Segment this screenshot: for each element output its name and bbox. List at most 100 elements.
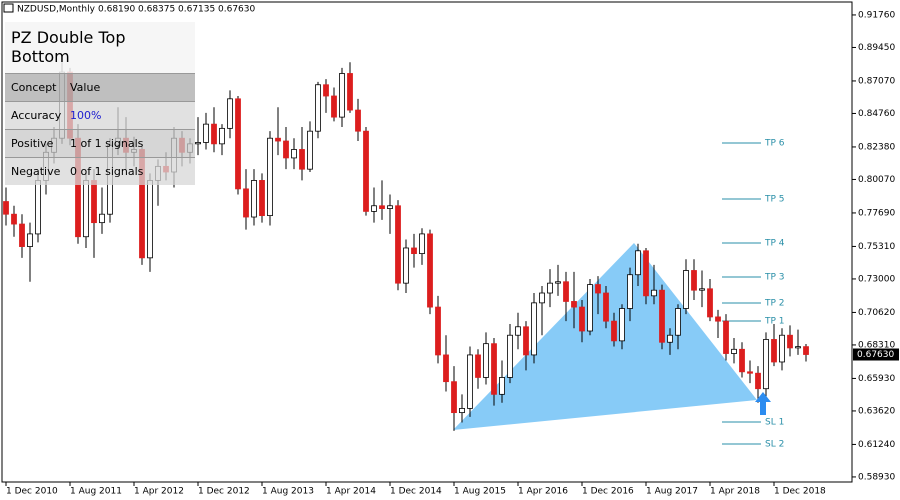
candle-body <box>635 250 641 276</box>
candle-body <box>339 73 345 118</box>
candle-body <box>147 180 153 259</box>
x-tick-label: 1 Dec 2014 <box>390 487 442 497</box>
candle-body <box>771 339 777 363</box>
candle-body <box>195 142 201 145</box>
level-label: TP 4 <box>764 239 785 249</box>
x-tick-label: 1 Dec 2010 <box>6 487 58 497</box>
candle-body <box>667 334 673 343</box>
y-tick-label: 0.82380 <box>858 142 895 152</box>
candle-body <box>555 281 561 284</box>
candle-body <box>595 284 601 294</box>
candle-body <box>707 288 713 318</box>
candle-body <box>299 149 305 170</box>
candle-body <box>475 354 481 378</box>
candle-body <box>83 180 89 238</box>
candle-body <box>691 270 697 291</box>
candle-body <box>427 233 433 308</box>
cell: 0 of 1 signals <box>70 165 144 178</box>
candle-body <box>283 140 289 159</box>
candle-body <box>259 180 265 217</box>
x-tick-label: 1 Apr 2012 <box>134 487 184 497</box>
candle-body <box>363 130 369 212</box>
level-label: TP 6 <box>764 139 785 149</box>
candle-body <box>3 201 9 215</box>
y-tick-label: 0.70620 <box>858 308 895 318</box>
candle-body <box>731 348 737 354</box>
price-tag <box>853 348 899 361</box>
candle-body <box>587 284 593 332</box>
quote-close: 0.67630 <box>218 5 255 15</box>
candle-body <box>579 306 585 332</box>
candle-body <box>251 180 257 218</box>
candle-body <box>451 381 457 414</box>
candle-body <box>547 282 553 294</box>
x-tick-label: 1 Aug 2013 <box>262 487 314 497</box>
cell: 1 of 1 signals <box>70 137 144 150</box>
candle-body <box>387 205 393 209</box>
candle-body <box>403 247 409 284</box>
cell: Negative <box>11 165 61 178</box>
candle-body <box>723 320 729 354</box>
x-tick-label: 1 Apr 2018 <box>710 487 760 497</box>
level-label: SL 1 <box>765 418 784 428</box>
candle-body <box>291 149 297 159</box>
y-tick-label: 0.84760 <box>858 109 895 119</box>
y-tick-label: 0.80070 <box>858 175 895 185</box>
candle-body <box>323 84 329 97</box>
panel-title: PZ Double Top Bottom <box>5 22 195 73</box>
level-label: TP 3 <box>764 272 785 282</box>
candle-body <box>603 292 609 322</box>
candle-body <box>683 270 689 309</box>
x-tick-label: 1 Aug 2011 <box>70 487 122 497</box>
candle-body <box>763 339 769 390</box>
candle-body <box>11 213 17 225</box>
header-cell: Concept <box>11 81 57 94</box>
info-panel: PZ Double Top Bottom Concept Value Accura… <box>5 22 195 185</box>
candle-body <box>803 346 809 355</box>
candle-body <box>715 316 721 322</box>
header-cell: Value <box>70 81 101 94</box>
candle-body <box>627 274 633 309</box>
candle-body <box>235 98 241 190</box>
candle-body <box>355 109 361 132</box>
panel-row: Negative 0 of 1 signals <box>5 157 195 185</box>
candle-body <box>747 371 753 374</box>
candle-body <box>779 334 785 363</box>
panel-header: Concept Value <box>5 73 195 101</box>
chart-icon <box>3 3 14 13</box>
quote-low: 0.67135 <box>178 5 215 15</box>
candle-body <box>307 130 313 170</box>
candle-body <box>435 306 441 356</box>
candle-body <box>651 289 657 297</box>
candle-body <box>515 326 521 336</box>
level-label: SL 2 <box>765 440 784 450</box>
candle-body <box>491 343 497 395</box>
x-tick-label: 1 Dec 2012 <box>198 487 250 497</box>
x-tick-label: 1 Dec 2016 <box>582 487 634 497</box>
candle-body <box>27 233 33 247</box>
y-tick-label: 0.89450 <box>858 43 895 53</box>
candle-body <box>675 308 681 336</box>
cell: Positive <box>11 137 54 150</box>
y-tick-label: 0.65930 <box>858 374 895 384</box>
candle-body <box>739 348 745 373</box>
candle-body <box>459 408 465 414</box>
candle-body <box>35 180 41 235</box>
y-tick-label: 0.61240 <box>858 440 895 450</box>
level-label: TP 2 <box>764 299 785 309</box>
candle-body <box>643 250 649 297</box>
candle-body <box>531 302 537 356</box>
x-tick-label: 1 Aug 2017 <box>646 487 698 497</box>
candle-body <box>611 320 617 342</box>
quote-high: 0.68375 <box>138 5 175 15</box>
signal-arrow <box>755 392 771 415</box>
candle-body <box>211 123 217 145</box>
candle-body <box>275 137 281 142</box>
candle-body <box>379 205 385 209</box>
panel-row: Positive 1 of 1 signals <box>5 129 195 157</box>
candle-body <box>443 354 449 383</box>
quote-open: 0.68190 <box>98 5 135 15</box>
panel-row: Accuracy 100% <box>5 101 195 129</box>
candle-body <box>563 281 569 302</box>
